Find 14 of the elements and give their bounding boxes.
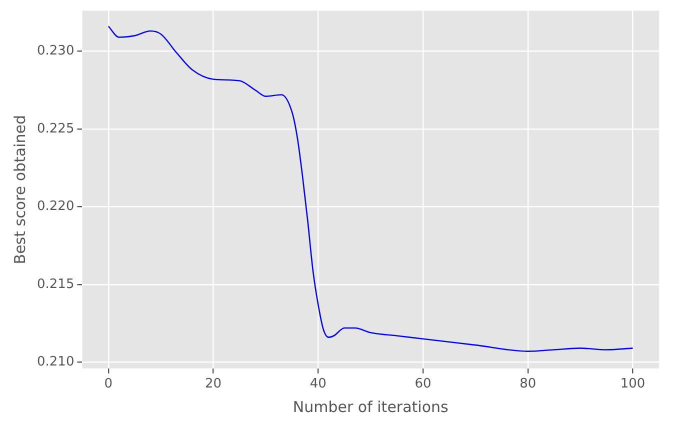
x-tick-label: 20 [205, 376, 222, 392]
x-tick-label: 60 [414, 376, 432, 392]
y-tick-label: 0.225 [37, 121, 74, 136]
x-axis-title: Number of iterations [292, 398, 449, 416]
x-tick-label: 80 [520, 376, 536, 392]
line-series [108, 26, 634, 352]
x-tick-label: 100 [620, 376, 646, 392]
y-tick-label: 0.220 [37, 199, 74, 214]
x-tick-label: 0 [104, 376, 113, 392]
y-tick-label: 0.230 [37, 44, 74, 59]
y-axis-title: Best score obtained [10, 114, 29, 264]
x-tick-label: 40 [310, 376, 326, 392]
y-tick-label: 0.210 [37, 354, 74, 370]
y-tick-label: 0.215 [37, 276, 74, 292]
